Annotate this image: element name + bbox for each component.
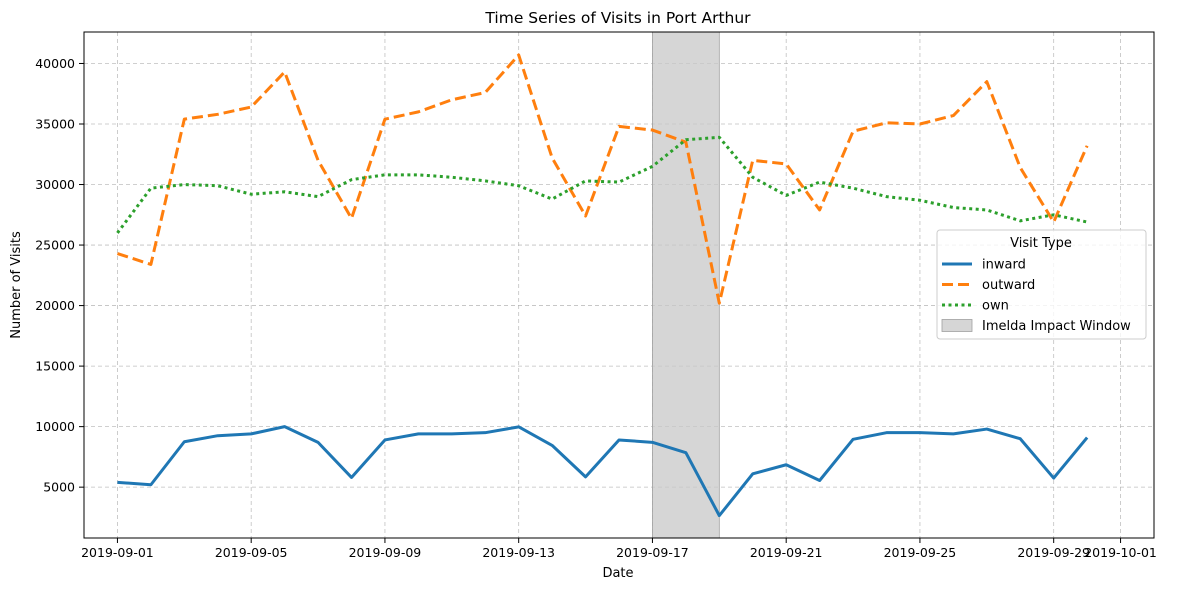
legend-title: Visit Type [1010, 236, 1072, 251]
legend-box [936, 229, 1147, 340]
y-axis-label: Number of Visits [9, 231, 24, 339]
legend-label: own [982, 299, 1009, 314]
series-layer [116, 53, 1089, 518]
legend-entry: Imelda Impact Window [941, 319, 1131, 334]
x-tick-label: 2019-09-09 [349, 545, 422, 560]
chart-title: Time Series of Visits in Port Arthur [484, 9, 751, 27]
y-tick-label: 30000 [35, 177, 75, 192]
imelda-impact-window [652, 31, 720, 539]
series-line-outward [116, 53, 1089, 305]
y-tick-label: 5000 [43, 480, 75, 495]
legend-entry: own [942, 299, 1009, 314]
x-tick-label: 2019-09-29 [1017, 545, 1090, 560]
x-tick-label: 2019-09-05 [215, 545, 288, 560]
x-tick-label: 2019-09-21 [750, 545, 823, 560]
legend-entries: inward outward own Imelda Impact Window [941, 258, 1131, 334]
y-tick-label: 10000 [35, 419, 75, 434]
x-axis-ticks: 2019-09-01 2019-09-05 2019-09-09 2019-09-13… [81, 538, 1157, 560]
y-tick-label: 15000 [35, 359, 75, 374]
series-line-own [116, 135, 1088, 234]
x-tick-label: 2019-09-17 [616, 545, 689, 560]
legend-label: outward [982, 278, 1035, 293]
y-axis-ticks: 5000 10000 15000 20000 25000 30000 35000 40000 [35, 56, 84, 495]
legend-entry: inward [942, 258, 1026, 273]
x-axis-label: Date [602, 566, 633, 581]
legend-swatch-shaded-region [941, 319, 973, 332]
x-tick-label: 2019-09-25 [884, 545, 957, 560]
series-line-inward [117, 425, 1089, 518]
x-tick-label: 2019-09-01 [81, 545, 154, 560]
y-tick-label: 40000 [35, 56, 75, 71]
legend: Visit Type inward outward own Imelda Impact… [936, 229, 1147, 340]
y-tick-label: 25000 [35, 238, 75, 253]
y-tick-label: 20000 [35, 298, 75, 313]
x-tick-label: 2019-10-01 [1084, 545, 1157, 560]
legend-label: inward [982, 258, 1026, 273]
shaded-region-layer [652, 31, 720, 539]
y-tick-label: 35000 [35, 117, 75, 132]
plot-frame [83, 31, 1155, 539]
legend-entry: outward [942, 278, 1035, 293]
legend-label: Imelda Impact Window [982, 319, 1131, 334]
x-tick-label: 2019-09-13 [482, 545, 555, 560]
